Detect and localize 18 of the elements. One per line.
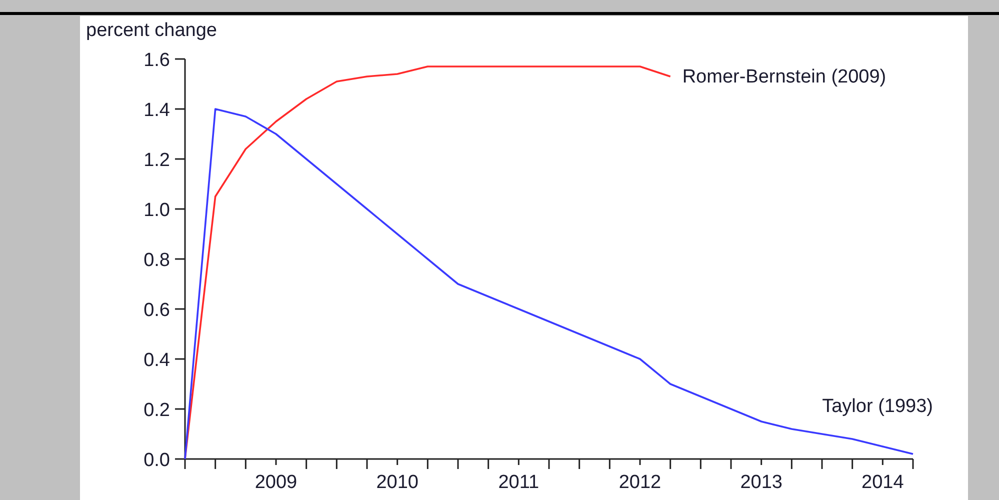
y-tick-label: 1.4: [144, 100, 170, 121]
y-tick-label: 0.8: [144, 250, 170, 271]
y-tick-label: 0.6: [144, 300, 170, 321]
y-tick-label: 0.2: [144, 400, 170, 421]
series-label: Romer-Bernstein (2009): [682, 66, 886, 88]
x-tick-label: 2009: [254, 472, 298, 493]
x-tick-label: 2011: [498, 472, 540, 493]
y-tick-label: 0.4: [144, 350, 170, 371]
x-tick-label: 2012: [618, 472, 662, 493]
y-tick-label: 1.2: [144, 150, 170, 171]
y-axis-title: percent change: [86, 20, 217, 41]
x-tick-label: 2013: [740, 472, 782, 493]
x-tick-label: 2014: [862, 472, 904, 493]
y-tick-label: 1.6: [144, 50, 170, 71]
y-tick-label: 0.0: [144, 450, 170, 471]
y-tick-label: 1.0: [144, 200, 170, 221]
x-tick-label: 2010: [376, 472, 418, 493]
series-label: Taylor (1993): [822, 396, 933, 417]
